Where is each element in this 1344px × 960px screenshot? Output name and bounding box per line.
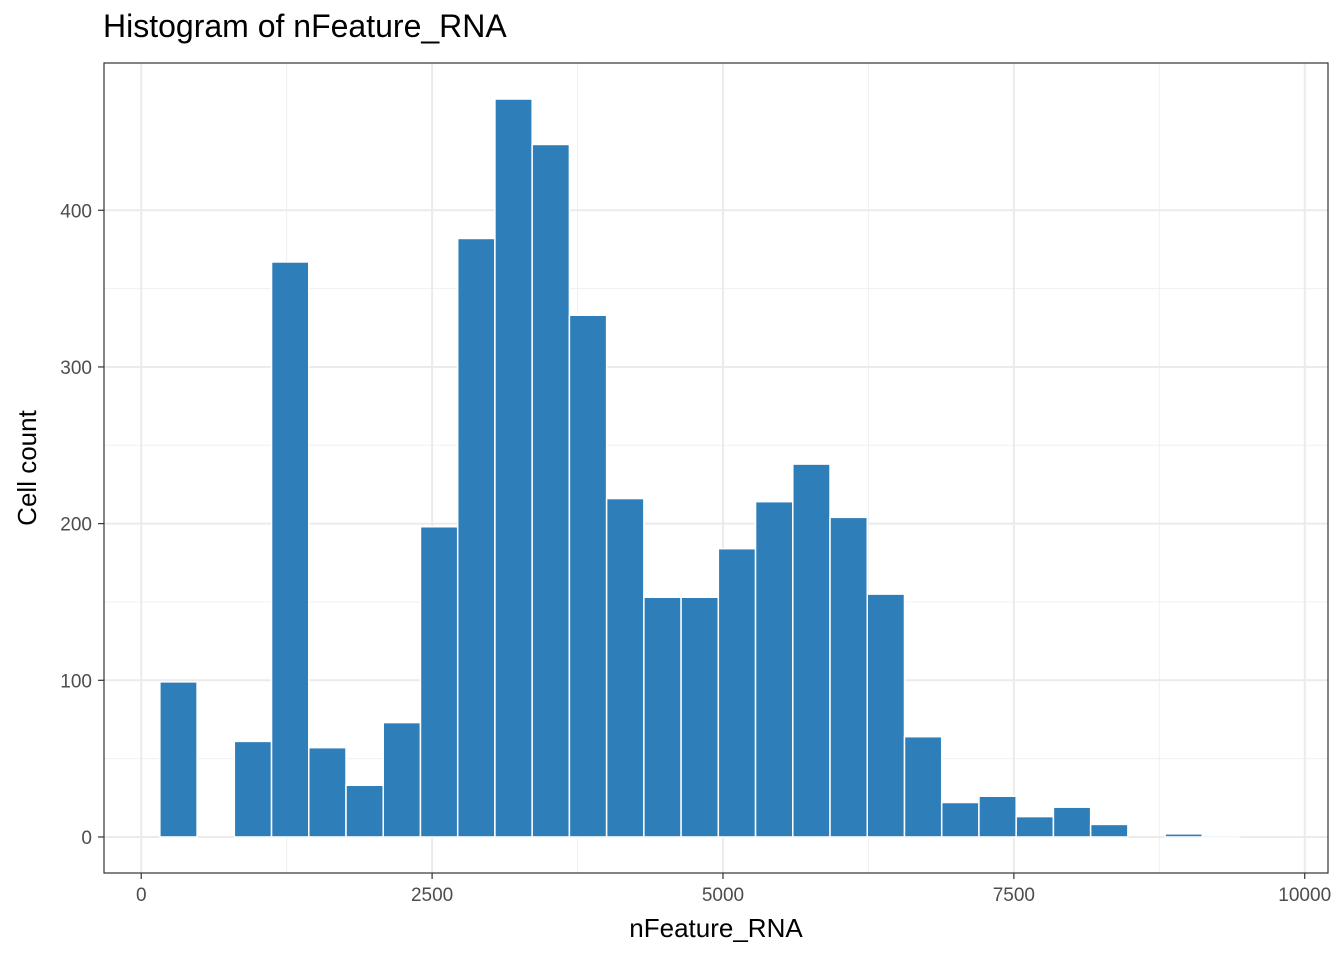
y-tick-label: 200 bbox=[60, 515, 92, 536]
histogram-bar bbox=[754, 500, 794, 838]
histogram-bar bbox=[792, 463, 831, 838]
y-tick-label: 300 bbox=[60, 358, 92, 379]
histogram-bar bbox=[419, 526, 459, 838]
bars bbox=[159, 98, 1241, 838]
histogram-bar bbox=[978, 795, 1017, 838]
histogram-bar bbox=[270, 261, 310, 838]
histogram-bar bbox=[233, 740, 273, 838]
histogram-bar bbox=[680, 596, 720, 838]
histogram-bar bbox=[159, 681, 198, 838]
panel-border bbox=[103, 62, 1329, 874]
histogram-bar bbox=[1201, 834, 1241, 838]
histogram-bar bbox=[382, 721, 422, 838]
y-tick-label: 100 bbox=[60, 671, 92, 692]
histogram-bar bbox=[940, 801, 980, 838]
histogram-bar bbox=[717, 547, 757, 838]
histogram-bar bbox=[1052, 806, 1092, 838]
histogram-bar bbox=[1015, 815, 1055, 838]
histogram-bar bbox=[829, 516, 869, 838]
x-tick-label: 7500 bbox=[993, 885, 1035, 906]
x-tick-label: 2500 bbox=[411, 885, 453, 906]
histogram-bar bbox=[345, 784, 384, 838]
histogram-bar bbox=[531, 143, 571, 838]
y-tick-label: 400 bbox=[60, 201, 92, 222]
histogram-bar bbox=[643, 596, 682, 838]
histogram-bar bbox=[866, 593, 906, 838]
y-tick-label: 0 bbox=[81, 828, 92, 849]
chart-title: Histogram of nFeature_RNA bbox=[103, 8, 507, 44]
histogram-bar bbox=[605, 497, 645, 838]
histogram-bar bbox=[494, 98, 533, 838]
histogram-bar bbox=[456, 237, 496, 838]
histogram-bar bbox=[903, 735, 943, 838]
x-tick-label: 10000 bbox=[1278, 885, 1331, 906]
histogram-bar bbox=[308, 746, 347, 838]
x-tick-label: 0 bbox=[136, 885, 147, 906]
histogram-bar bbox=[1164, 833, 1204, 838]
y-axis-title: Cell count bbox=[12, 409, 42, 525]
x-tick-label: 5000 bbox=[702, 885, 744, 906]
histogram-bar bbox=[568, 314, 608, 838]
x-axis-title: nFeature_RNA bbox=[629, 913, 803, 943]
histogram-bar bbox=[1089, 823, 1129, 838]
axes: 0 2500 5000 7500 10000 0 100 200 300 400 bbox=[60, 201, 1331, 906]
